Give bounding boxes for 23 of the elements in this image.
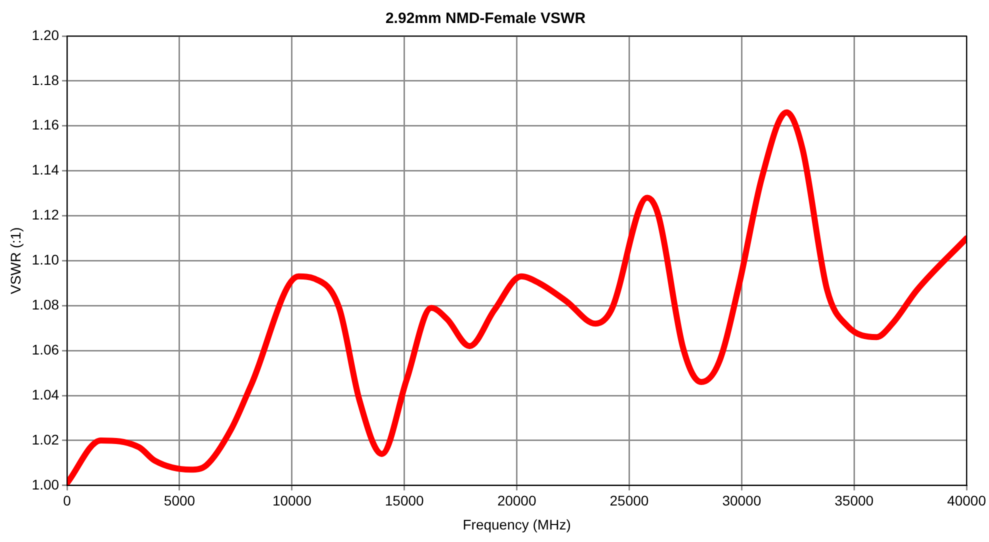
x-tick-label: 10000	[272, 492, 312, 509]
y-tick-label: 1.02	[32, 431, 60, 448]
x-tick-label: 40000	[947, 492, 986, 509]
y-axis-title: VSWR (:1)	[7, 227, 24, 294]
y-tick-label: 1.12	[32, 206, 60, 223]
y-tick-label: 1.14	[32, 162, 60, 178]
chart-title: 2.92mm NMD-Female VSWR	[385, 10, 586, 28]
x-tick-label: 0	[63, 492, 72, 509]
x-tick-label: 25000	[610, 492, 649, 509]
y-tick-label: 1.18	[32, 72, 60, 88]
y-tick-label: 1.16	[32, 116, 60, 133]
y-tick-label: 1.04	[32, 386, 60, 402]
y-tick-label: 1.08	[32, 296, 60, 312]
y-tick-label: 1.06	[32, 341, 60, 358]
x-tick-label: 5000	[164, 492, 196, 509]
x-tick-label: 20000	[497, 492, 536, 509]
y-tick-label: 1.20	[32, 26, 60, 43]
y-tick-label: 1.10	[32, 252, 60, 268]
x-tick-label: 30000	[722, 492, 762, 509]
x-tick-label: 15000	[384, 492, 424, 509]
y-tick-label: 1.00	[32, 476, 60, 492]
x-tick-label: 35000	[834, 492, 874, 509]
x-axis-title: Frequency (MHz)	[462, 516, 571, 532]
